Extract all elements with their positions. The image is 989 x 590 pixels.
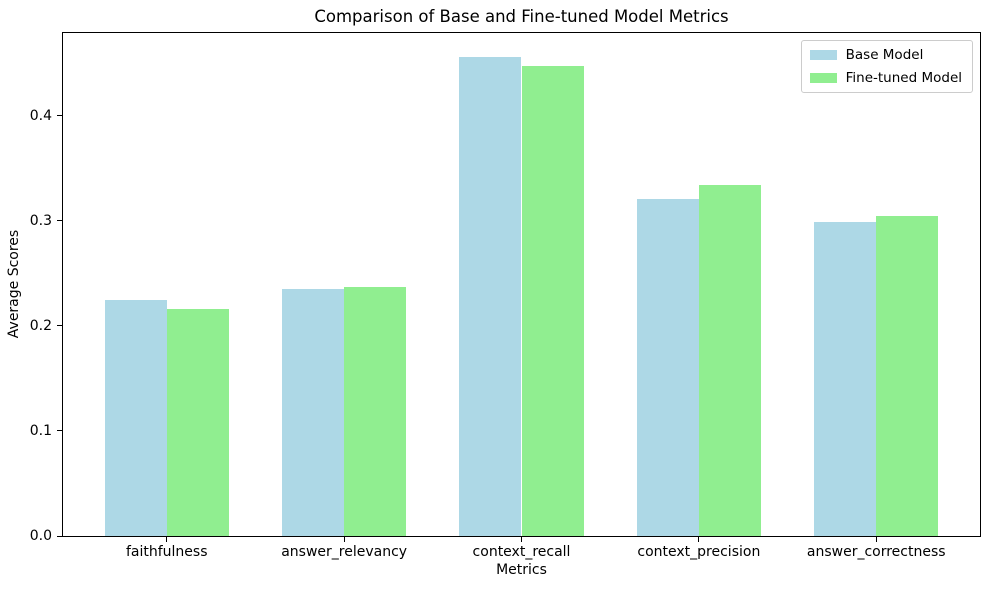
x-tick-mark bbox=[343, 537, 345, 542]
x-tick-label: answer_relevancy bbox=[281, 544, 408, 560]
legend-label: Fine-tuned Model bbox=[845, 70, 962, 86]
y-tick-label: 0.1 bbox=[29, 422, 52, 439]
y-tick-label: 0.4 bbox=[29, 107, 52, 124]
y-tick-label: 0.0 bbox=[29, 528, 52, 544]
x-tick-mark bbox=[521, 537, 522, 542]
bar-base-model-answer-correctness bbox=[814, 221, 877, 536]
x-tick-label: answer_correctness bbox=[806, 544, 946, 560]
bar-base-model-context-precision bbox=[636, 198, 699, 536]
y-tick-mark bbox=[57, 325, 62, 327]
legend-swatch-icon bbox=[809, 50, 837, 60]
bar-fine-tuned-model-faithfulness bbox=[166, 309, 229, 536]
y-axis-label: Average Scores bbox=[6, 229, 22, 339]
y-tick-mark bbox=[57, 115, 62, 117]
bar-fine-tuned-model-answer-correctness bbox=[876, 215, 939, 536]
bar-base-model-answer-relevancy bbox=[282, 289, 345, 536]
x-tick-mark bbox=[875, 537, 877, 542]
chart-title: Comparison of Base and Fine-tuned Model … bbox=[314, 7, 729, 26]
plot-area: Base Model Fine-tuned Model bbox=[62, 32, 981, 537]
x-axis-label: Metrics bbox=[496, 562, 547, 578]
bar-base-model-context-recall bbox=[459, 56, 522, 536]
y-tick-mark bbox=[57, 220, 62, 222]
x-tick-label: context_recall bbox=[472, 544, 571, 560]
legend: Base Model Fine-tuned Model bbox=[800, 40, 973, 93]
bar-fine-tuned-model-context-recall bbox=[521, 66, 584, 536]
y-tick-mark bbox=[57, 430, 62, 432]
x-tick-mark bbox=[698, 537, 700, 542]
y-tick-label: 0.2 bbox=[29, 317, 52, 334]
legend-label: Base Model bbox=[845, 47, 924, 63]
x-tick-label: context_precision bbox=[637, 544, 761, 560]
legend-swatch-icon bbox=[809, 73, 837, 83]
y-tick-mark bbox=[57, 535, 62, 537]
y-tick-label: 0.3 bbox=[29, 212, 52, 229]
x-tick-label: faithfulness bbox=[125, 544, 208, 560]
bar-fine-tuned-model-answer-relevancy bbox=[344, 287, 407, 536]
legend-item-base-model: Base Model bbox=[809, 47, 962, 63]
bar-base-model-faithfulness bbox=[104, 299, 167, 536]
bar-fine-tuned-model-context-precision bbox=[698, 185, 761, 536]
x-tick-mark bbox=[166, 537, 168, 542]
legend-item-fine-tuned-model: Fine-tuned Model bbox=[809, 70, 962, 86]
